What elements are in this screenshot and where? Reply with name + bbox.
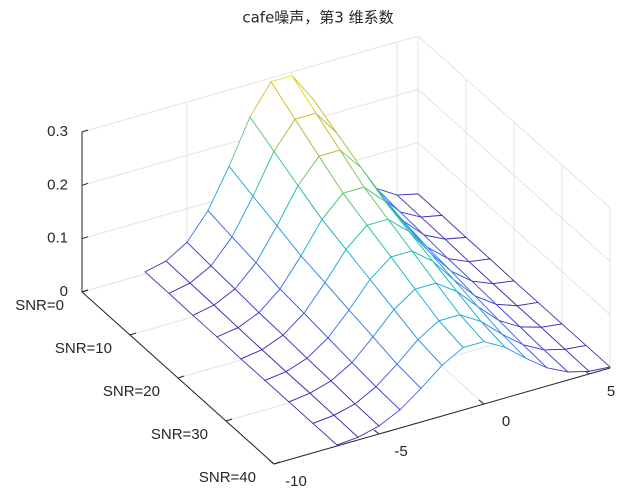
y-tick-label: SNR=0: [15, 297, 64, 314]
z-tick-label: 0: [60, 283, 68, 300]
grid-line: [417, 142, 611, 316]
y-tick: [225, 418, 233, 422]
grid-line: [417, 35, 611, 209]
z-tick: [81, 182, 89, 186]
x-tick-label: -5: [394, 443, 407, 460]
z-tick-label: 0.3: [47, 123, 68, 140]
x-tick-label: 5: [607, 383, 615, 400]
y-tick-label: SNR=30: [151, 426, 208, 443]
y-tick: [177, 375, 185, 379]
y-tick-label: SNR=10: [55, 340, 112, 357]
x-tick: [478, 399, 485, 405]
chart-title: cafe噪声，第3 维系数: [242, 9, 393, 27]
y-tick-label: SNR=20: [103, 383, 160, 400]
x-tick: [373, 429, 380, 435]
x-tick: [268, 459, 275, 465]
mesh-cell: [312, 414, 359, 446]
z-tick: [81, 129, 89, 133]
z-tick-label: 0.2: [47, 176, 68, 193]
x-tick-label: -10: [285, 473, 307, 490]
x-tick-label: 0: [502, 413, 510, 430]
z-tick-label: 0.1: [47, 230, 68, 247]
y-tick: [81, 289, 89, 293]
y-tick-label: SNR=40: [199, 469, 256, 486]
y-tick: [273, 461, 281, 465]
grid-line: [81, 35, 419, 133]
x-axis: [273, 367, 611, 465]
z-tick: [81, 236, 89, 240]
y-tick: [129, 332, 137, 336]
grid-line: [417, 88, 611, 262]
